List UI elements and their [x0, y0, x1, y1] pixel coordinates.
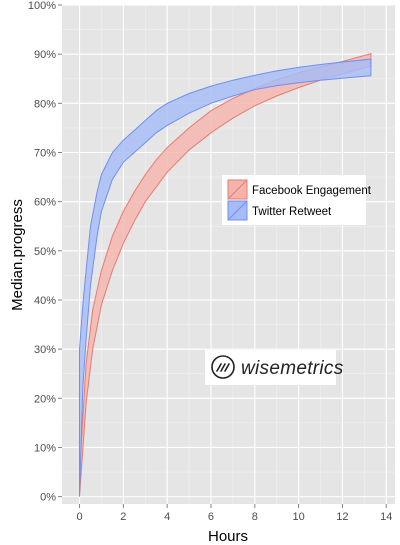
watermark: wisemetrics — [205, 350, 344, 385]
x-tick-label: 10 — [292, 511, 304, 523]
legend-item-twitter-retweet: Twitter Retweet — [227, 200, 332, 221]
x-axis-label: Hours — [208, 528, 248, 545]
legend-label-facebook-engagement: Facebook Engagement — [252, 185, 372, 197]
y-tick-label: 70% — [34, 147, 56, 159]
y-tick-label: 50% — [34, 246, 56, 258]
x-tick-label: 0 — [76, 511, 82, 523]
y-tick-label: 60% — [34, 197, 56, 209]
x-tick-label: 14 — [380, 511, 392, 523]
y-tick-label: 40% — [34, 295, 56, 307]
x-axis: 0 2 4 6 8 10 12 14 — [76, 504, 392, 523]
watermark-text: wisemetrics — [241, 358, 344, 379]
x-tick-label: 12 — [336, 511, 348, 523]
ribbon-twitter-retweet — [79, 58, 372, 497]
legend-key-line-twitter-retweet — [228, 201, 247, 220]
y-tick-label: 10% — [34, 442, 56, 454]
y-tick-label: 0% — [40, 492, 56, 504]
x-tick-label: 6 — [208, 511, 214, 523]
y-axis: 0% 10% 20% 30% 40% 50% 60% 70% 80% 90% 100% — [28, 0, 62, 504]
x-tick-label: 8 — [252, 511, 258, 523]
legend: Facebook Engagement Twitter Retweet — [222, 175, 372, 225]
wisemetrics-logo-icon — [211, 355, 235, 379]
series-layer — [79, 53, 372, 497]
x-tick-label: 2 — [120, 511, 126, 523]
legend-label-twitter-retweet: Twitter Retweet — [252, 206, 332, 218]
y-tick-label: 30% — [34, 344, 56, 356]
y-tick-label: 80% — [34, 98, 56, 110]
legend-key-line-facebook-engagement — [228, 180, 247, 199]
y-tick-label: 90% — [34, 49, 56, 61]
y-axis-label: Median.progress — [9, 199, 26, 311]
legend-item-facebook-engagement: Facebook Engagement — [227, 179, 372, 200]
y-tick-label: 100% — [28, 0, 56, 12]
y-tick-label: 20% — [34, 393, 56, 405]
x-tick-label: 4 — [164, 511, 170, 523]
